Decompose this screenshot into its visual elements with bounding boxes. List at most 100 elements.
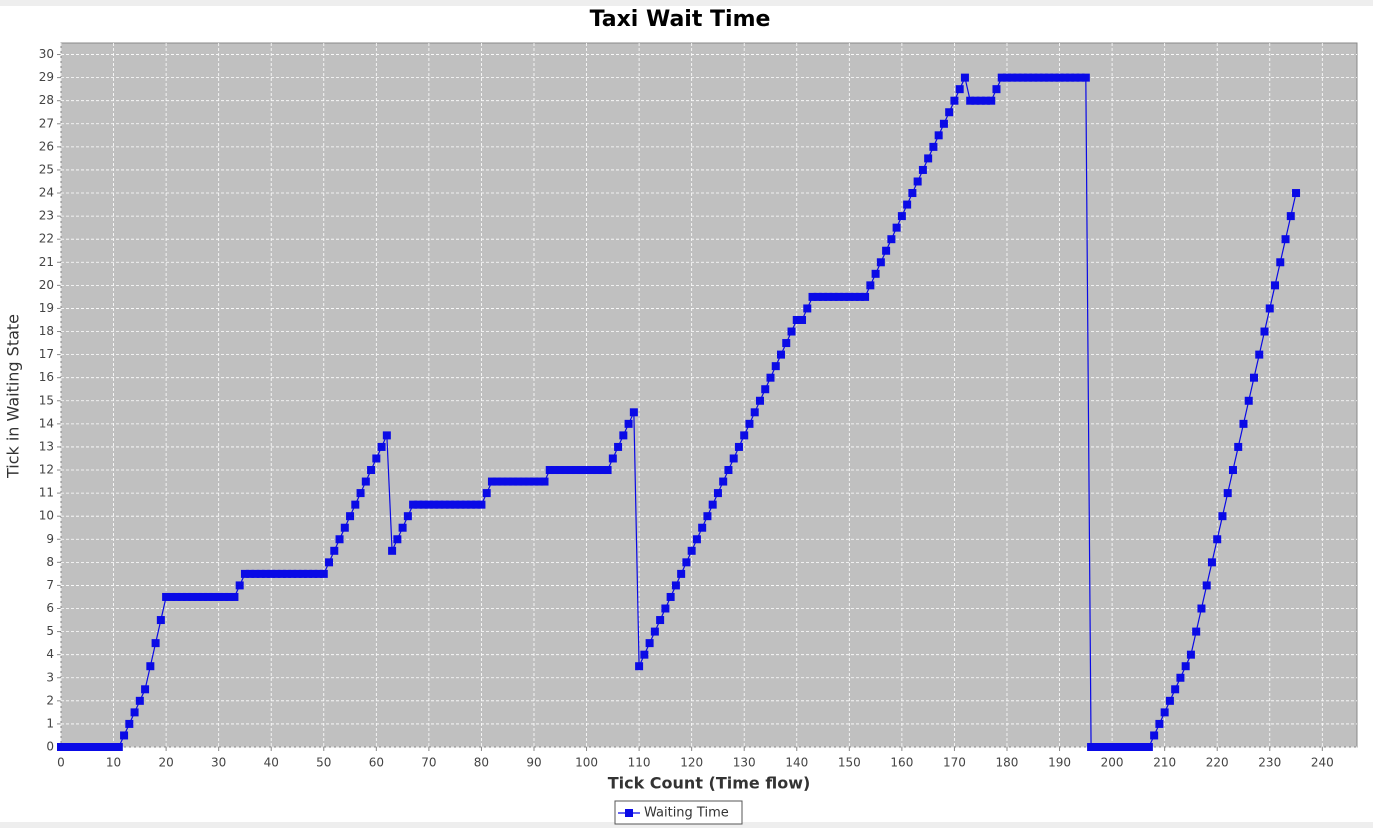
data-point — [671, 581, 680, 590]
data-point — [477, 500, 486, 509]
data-point — [104, 743, 113, 751]
data-point — [782, 339, 791, 348]
y-tick-label: 15 — [39, 393, 54, 407]
data-point — [1213, 535, 1222, 544]
data-point — [771, 362, 780, 371]
y-tick-label: 8 — [46, 555, 54, 569]
data-point — [787, 327, 796, 336]
data-point — [1249, 373, 1258, 382]
data-point — [141, 685, 150, 694]
legend-label: Waiting Time — [644, 806, 729, 821]
x-axis-label: Tick Count (Time flow) — [608, 774, 811, 793]
data-point — [445, 500, 454, 509]
data-point — [876, 258, 885, 267]
y-tick-label: 26 — [39, 139, 54, 153]
y-tick-label: 4 — [46, 647, 54, 661]
data-point — [745, 419, 754, 428]
data-point — [114, 743, 123, 751]
data-point — [645, 639, 654, 648]
data-point — [1129, 743, 1138, 751]
data-point — [57, 743, 65, 751]
data-point — [482, 489, 491, 498]
data-point — [608, 454, 617, 463]
data-point — [587, 466, 596, 475]
data-point — [419, 500, 428, 509]
data-point — [619, 431, 628, 440]
x-tick-label: 210 — [1153, 756, 1176, 770]
data-point — [1024, 73, 1033, 82]
data-point — [897, 212, 906, 221]
data-point — [529, 477, 538, 486]
data-point — [808, 292, 817, 301]
data-point — [388, 546, 397, 555]
data-point — [572, 466, 581, 475]
data-point — [682, 558, 691, 567]
y-axis-label: Tick in Waiting State — [4, 314, 23, 479]
data-point — [987, 96, 996, 105]
x-tick-label: 20 — [158, 756, 173, 770]
y-tick-label: 0 — [46, 740, 54, 754]
data-point — [230, 592, 239, 601]
data-point — [666, 592, 675, 601]
data-point — [177, 592, 186, 601]
data-point — [461, 500, 470, 509]
data-point — [1239, 419, 1248, 428]
data-point — [451, 500, 460, 509]
data-point — [1139, 743, 1148, 751]
data-point — [1150, 731, 1159, 740]
data-point — [361, 477, 370, 486]
data-point — [304, 569, 313, 578]
data-point — [251, 569, 260, 578]
data-point — [966, 96, 975, 105]
data-point — [156, 616, 165, 625]
data-point — [282, 569, 291, 578]
data-point — [193, 592, 202, 601]
data-point — [934, 131, 943, 140]
x-tick-label: 160 — [890, 756, 913, 770]
data-point — [120, 731, 129, 740]
data-point — [640, 650, 649, 659]
data-point — [971, 96, 980, 105]
x-tick-label: 90 — [526, 756, 541, 770]
data-point — [635, 662, 644, 671]
data-point — [1123, 743, 1132, 751]
data-point — [267, 569, 276, 578]
data-point — [1055, 73, 1064, 82]
data-point — [67, 743, 76, 751]
data-point — [514, 477, 523, 486]
data-point — [777, 350, 785, 359]
chart-title: Taxi Wait Time — [590, 7, 771, 32]
data-point — [435, 500, 444, 509]
x-tick-label: 180 — [996, 756, 1019, 770]
data-point — [183, 592, 192, 601]
data-point — [377, 442, 386, 451]
data-point — [204, 592, 213, 601]
x-tick-label: 240 — [1311, 756, 1334, 770]
data-point — [99, 743, 108, 751]
data-point — [466, 500, 475, 509]
data-point — [1039, 73, 1048, 82]
data-point — [913, 177, 922, 186]
data-point — [755, 396, 764, 405]
data-point — [614, 442, 623, 451]
data-point — [356, 489, 365, 498]
data-point — [703, 512, 712, 521]
data-point — [1192, 627, 1201, 636]
data-point — [561, 466, 570, 475]
data-point — [929, 142, 938, 151]
x-tick-label: 150 — [838, 756, 861, 770]
data-point — [729, 454, 738, 463]
data-point — [1160, 708, 1169, 717]
data-point — [246, 569, 255, 578]
data-point — [398, 523, 407, 532]
data-point — [209, 592, 218, 601]
data-point — [503, 477, 512, 486]
x-tick-label: 10 — [106, 756, 121, 770]
x-tick-label: 230 — [1258, 756, 1281, 770]
data-point — [235, 581, 244, 590]
data-point — [981, 96, 990, 105]
data-point — [903, 200, 912, 209]
data-point — [109, 743, 118, 751]
data-point — [277, 569, 286, 578]
legend-box — [614, 800, 743, 825]
